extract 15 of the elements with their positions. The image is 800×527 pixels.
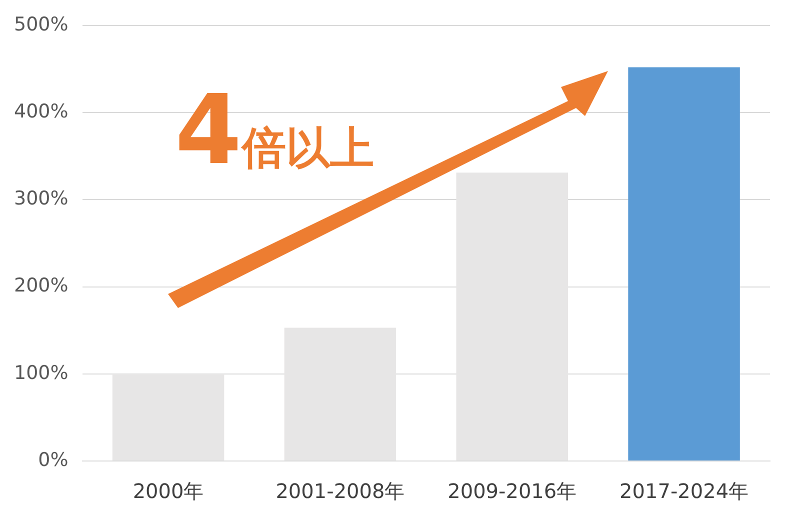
- bar: [112, 374, 224, 460]
- x-tick-label: 2000年: [132, 479, 204, 504]
- y-tick-label: 500%: [14, 13, 68, 36]
- annotation: 4倍以上: [175, 74, 374, 186]
- x-tick-label: 2009-2016年: [448, 479, 577, 504]
- bar: [628, 67, 740, 460]
- x-tick-label: 2017-2024年: [620, 479, 749, 504]
- y-tick-label: 100%: [14, 362, 68, 384]
- bar: [456, 172, 568, 460]
- y-tick-label: 300%: [14, 188, 68, 210]
- bar: [284, 328, 396, 460]
- y-tick-label: 0%: [38, 448, 68, 471]
- x-tick-label: 2001-2008年: [276, 479, 405, 504]
- y-tick-label: 200%: [14, 274, 68, 297]
- y-tick-label: 400%: [14, 100, 68, 122]
